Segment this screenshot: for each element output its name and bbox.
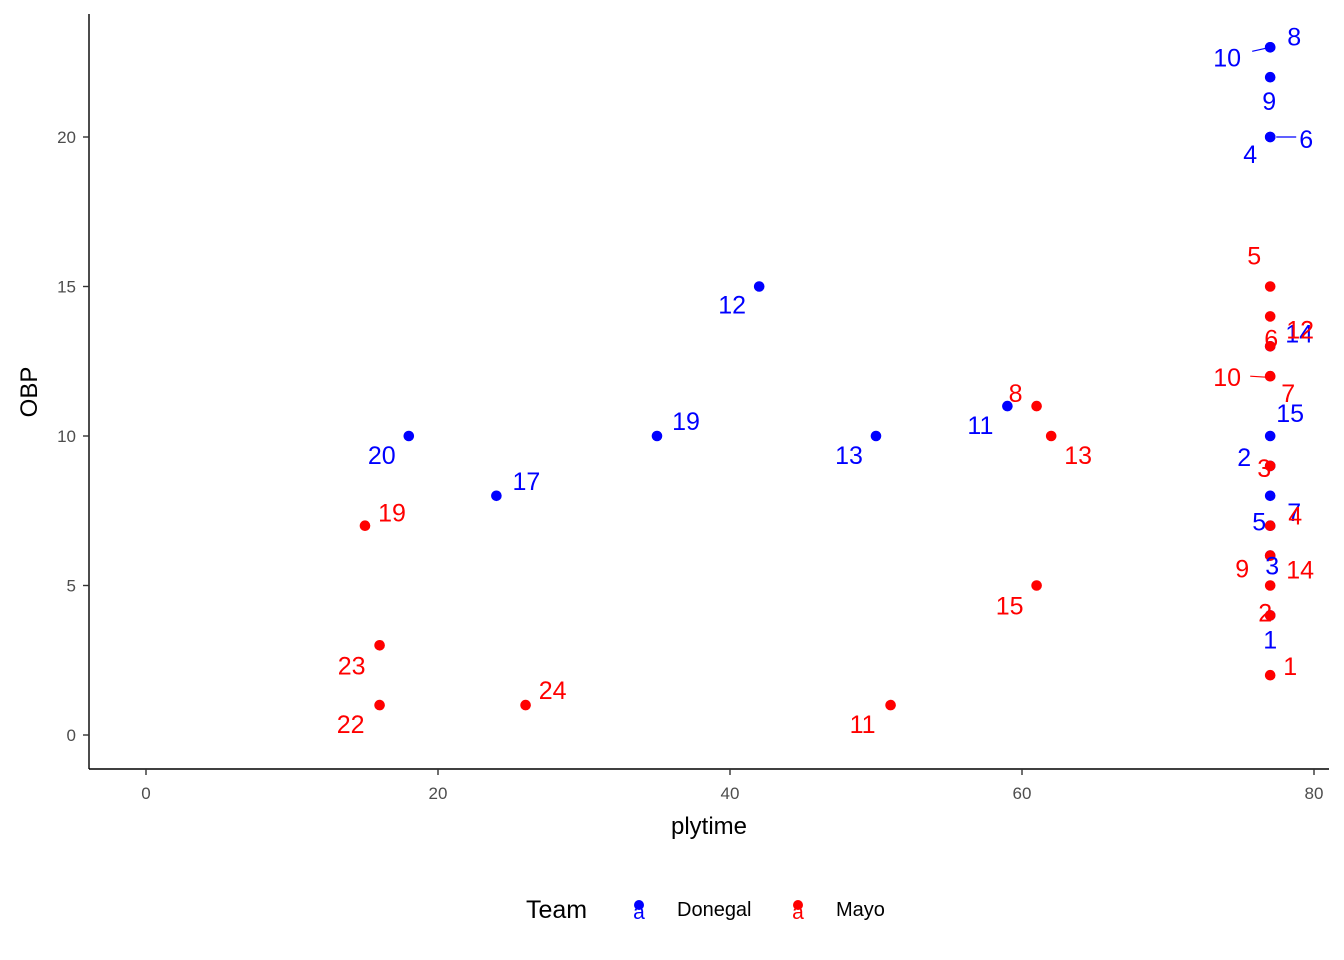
x-tick-label: 60 (1013, 784, 1032, 803)
y-tick-label: 20 (57, 128, 76, 147)
point-donegal-12 (753, 281, 765, 292)
point-mayo-6 (1264, 341, 1276, 352)
point-mayo-19 (359, 520, 371, 531)
y-tick-label: 15 (57, 278, 76, 297)
label-donegal-13: 13 (835, 442, 863, 470)
point-donegal-17 (491, 490, 502, 502)
label-mayo-23: 23 (338, 652, 366, 680)
legend-label-donegal: Donegal (677, 899, 752, 921)
x-axis-ticks: 0 20 40 60 80 (141, 769, 1323, 803)
point-donegal-6 (1264, 131, 1276, 143)
label-donegal-4: 4 (1243, 141, 1257, 169)
point-mayo-24 (520, 699, 531, 711)
x-tick-label: 40 (721, 784, 740, 803)
label-mayo-13: 13 (1064, 442, 1092, 470)
point-donegal-13 (870, 430, 882, 442)
label-donegal-14: 14 (1285, 320, 1313, 348)
y-axis-ticks: 0 5 10 15 20 (57, 128, 89, 745)
point-donegal-11 (1002, 400, 1013, 412)
leader-mayo-10 (1250, 375, 1267, 378)
label-mayo-9: 9 (1235, 556, 1249, 584)
label-mayo-8: 8 (1009, 380, 1023, 408)
label-mayo-10: 10 (1213, 364, 1241, 392)
label-mayo-3: 3 (1257, 455, 1271, 483)
label-mayo-12: 12 (1286, 316, 1314, 344)
y-tick-label: 10 (57, 427, 76, 446)
label-mayo-19: 19 (378, 500, 406, 528)
label-donegal-19: 19 (672, 408, 700, 436)
point-mayo-12 (1264, 311, 1276, 322)
legend: Team a Donegal Mayo a Mayo (526, 896, 885, 924)
x-axis-title: plytime (671, 813, 747, 840)
point-donegal-15 (1264, 430, 1276, 442)
label-mayo-15: 15 (996, 593, 1024, 621)
x-tick-label: 0 (141, 784, 150, 803)
point-mayo-3 (1264, 460, 1276, 472)
point-mayo-13 (1045, 430, 1057, 442)
label-donegal-17: 17 (512, 468, 540, 496)
point-mayo-4 (1264, 520, 1276, 531)
label-mayo-11: 11 (850, 711, 876, 739)
legend-label-mayo: Mayo (836, 899, 885, 921)
point-mayo-5 (1264, 281, 1276, 292)
y-tick-label: 5 (67, 577, 76, 596)
label-donegal-10: 10 (1213, 44, 1241, 72)
point-mayo-10 (1264, 370, 1276, 382)
label-donegal-12: 12 (718, 292, 746, 320)
label-mayo-4: 4 (1288, 503, 1302, 531)
legend-key-glyph-donegal: a (633, 901, 645, 924)
label-donegal-9: 9 (1262, 88, 1276, 116)
legend-entry-mayo: Mayo a Mayo (792, 899, 885, 924)
label-donegal-2: 2 (1237, 444, 1251, 472)
point-mayo-8 (1031, 400, 1042, 412)
point-mayo-14 (1264, 580, 1276, 591)
point-donegal-20 (403, 430, 415, 442)
legend-key-donegal (634, 900, 644, 910)
data-points (359, 42, 1276, 711)
point-donegal-10 (1264, 42, 1276, 53)
x-tick-label: 80 (1305, 784, 1324, 803)
point-donegal-19 (651, 430, 663, 442)
label-donegal-5: 5 (1252, 509, 1266, 537)
label-donegal-7: 7 (1287, 499, 1301, 527)
label-donegal-20: 20 (368, 442, 396, 470)
label-mayo-7: 7 (1281, 380, 1295, 408)
label-donegal-3: 3 (1265, 553, 1279, 581)
point-labels: 1234567891011121314151719201234567891011… (337, 23, 1315, 739)
label-mayo-14: 14 (1286, 557, 1314, 585)
point-mayo-23 (374, 640, 385, 651)
y-axis-title: OBP (16, 367, 43, 418)
label-donegal-15: 15 (1276, 400, 1304, 428)
label-donegal-1: 1 (1263, 626, 1277, 654)
point-donegal-7 (1264, 490, 1276, 502)
point-mayo-1 (1264, 669, 1276, 681)
label-donegal-8: 8 (1287, 23, 1301, 51)
point-mayo-2 (1264, 610, 1276, 621)
label-mayo-24: 24 (539, 677, 567, 705)
point-mayo-9 (1264, 550, 1276, 561)
legend-key-glyph-mayo-a: a (792, 901, 804, 924)
label-mayo-22: 22 (337, 711, 365, 739)
legend-key-mayo (793, 900, 803, 910)
label-mayo-6: 6 (1264, 325, 1278, 353)
legend-entry-donegal: a Donegal (633, 899, 751, 924)
point-donegal-9 (1264, 71, 1276, 83)
point-mayo-22 (374, 699, 385, 711)
y-tick-label: 0 (67, 726, 76, 745)
point-mayo-15 (1031, 580, 1042, 591)
x-tick-label: 20 (429, 784, 448, 803)
label-mayo-5: 5 (1247, 243, 1261, 271)
label-mayo-1: 1 (1283, 653, 1297, 681)
label-mayo-2: 2 (1258, 599, 1272, 627)
point-mayo-11 (885, 699, 896, 711)
legend-title: Team (526, 896, 587, 924)
label-donegal-11: 11 (967, 412, 993, 440)
label-donegal-6: 6 (1299, 126, 1313, 154)
